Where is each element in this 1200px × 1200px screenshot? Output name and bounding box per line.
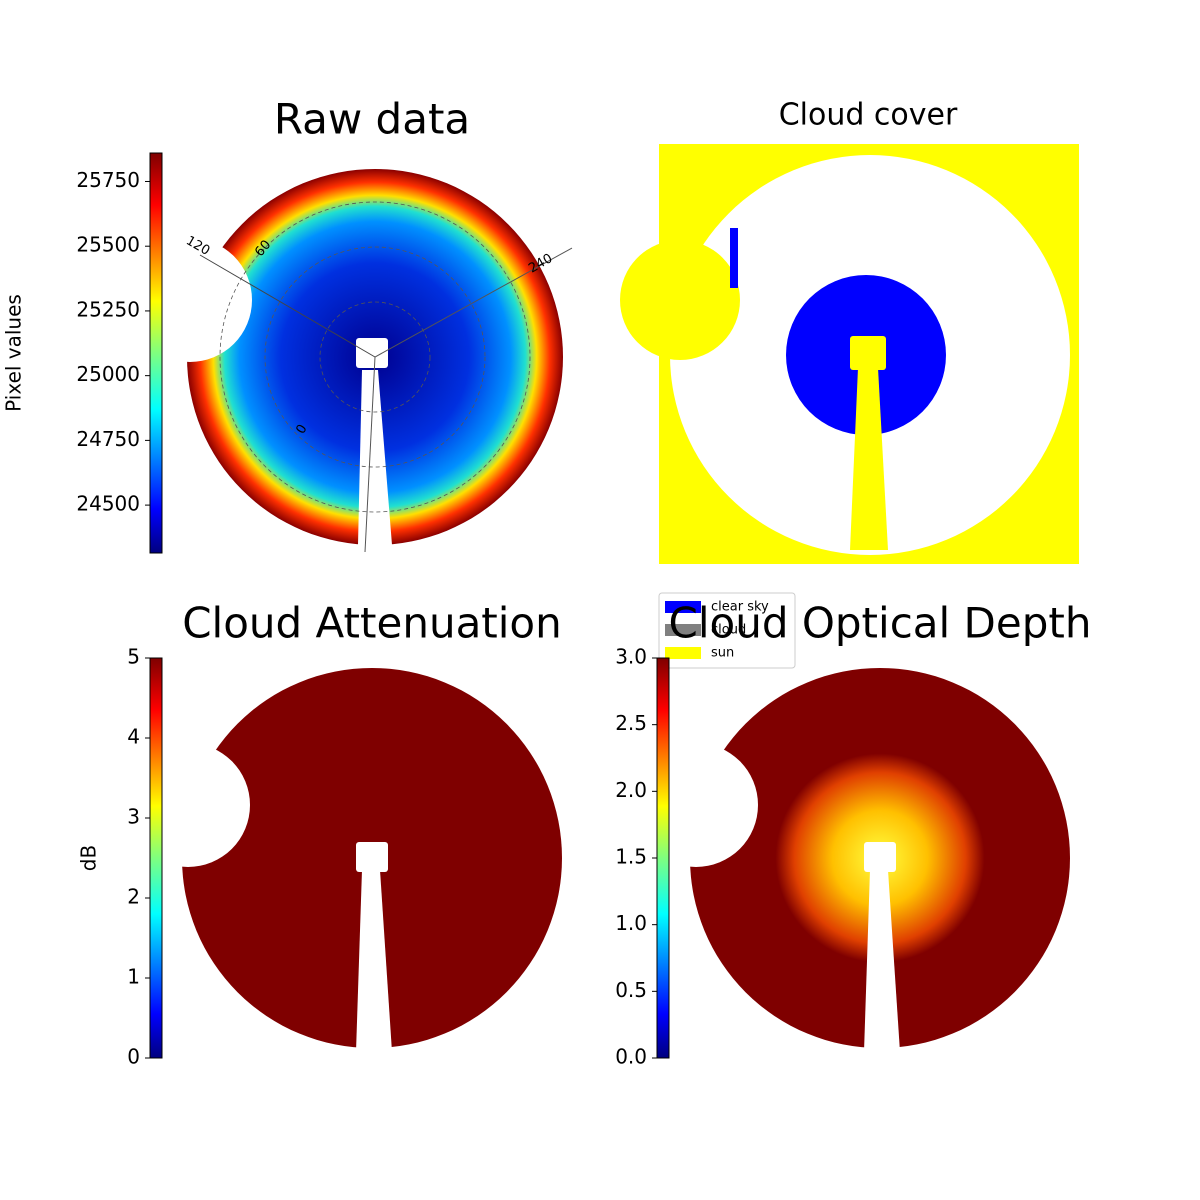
optical-depth-image xyxy=(634,668,1070,1052)
raw-image: 120 60 240 0 xyxy=(128,169,573,553)
panel-title: Cloud Attenuation xyxy=(182,599,562,648)
panel-title: Cloud Optical Depth xyxy=(669,599,1092,648)
colorbar-label: dB xyxy=(77,845,101,871)
colorbar-tick-label: 3 xyxy=(127,805,140,829)
legend-swatch xyxy=(665,647,701,659)
legend-swatch xyxy=(665,601,701,613)
panel-title: Cloud cover xyxy=(779,98,958,133)
legend: clear sky cloud sun xyxy=(658,592,796,669)
colorbar-tick-label: 24500 xyxy=(76,492,140,516)
colorbar-tick-label: 0 xyxy=(127,1045,140,1069)
colorbar-label: Pixel values xyxy=(2,294,26,412)
colorbar-tick-label: 25750 xyxy=(76,168,140,192)
legend-swatch xyxy=(665,624,701,636)
colorbar-tick-label: 5 xyxy=(127,645,140,669)
legend-label: cloud xyxy=(711,623,746,638)
colorbar xyxy=(149,657,163,1059)
panel-title: Raw data xyxy=(274,95,470,144)
attenuation-image xyxy=(126,668,562,1052)
colorbar-tick-label: 0.5 xyxy=(615,978,647,1002)
colorbar-tick-label: 25500 xyxy=(76,233,140,257)
cloud-cover-image xyxy=(620,144,1079,564)
colorbar-tick-label: 24750 xyxy=(76,427,140,451)
colorbar-tick-label: 2.0 xyxy=(615,778,647,802)
colorbar xyxy=(149,152,163,554)
colorbar-tick-label: 2 xyxy=(127,885,140,909)
colorbar-tick-label: 2.5 xyxy=(615,711,647,735)
legend-label: sun xyxy=(711,646,734,661)
colorbar-tick-label: 25000 xyxy=(76,362,140,386)
colorbar xyxy=(656,657,670,1059)
colorbar-tick-label: 25250 xyxy=(76,297,140,321)
legend-label: clear sky xyxy=(711,600,769,615)
colorbar-tick-label: 1.0 xyxy=(615,911,647,935)
colorbar-tick-label: 0.0 xyxy=(615,1045,647,1069)
colorbar-tick-label: 1 xyxy=(127,965,140,989)
colorbar-tick-label: 1.5 xyxy=(615,845,647,869)
colorbar-tick-label: 3.0 xyxy=(615,645,647,669)
colorbar-tick-label: 4 xyxy=(127,725,140,749)
